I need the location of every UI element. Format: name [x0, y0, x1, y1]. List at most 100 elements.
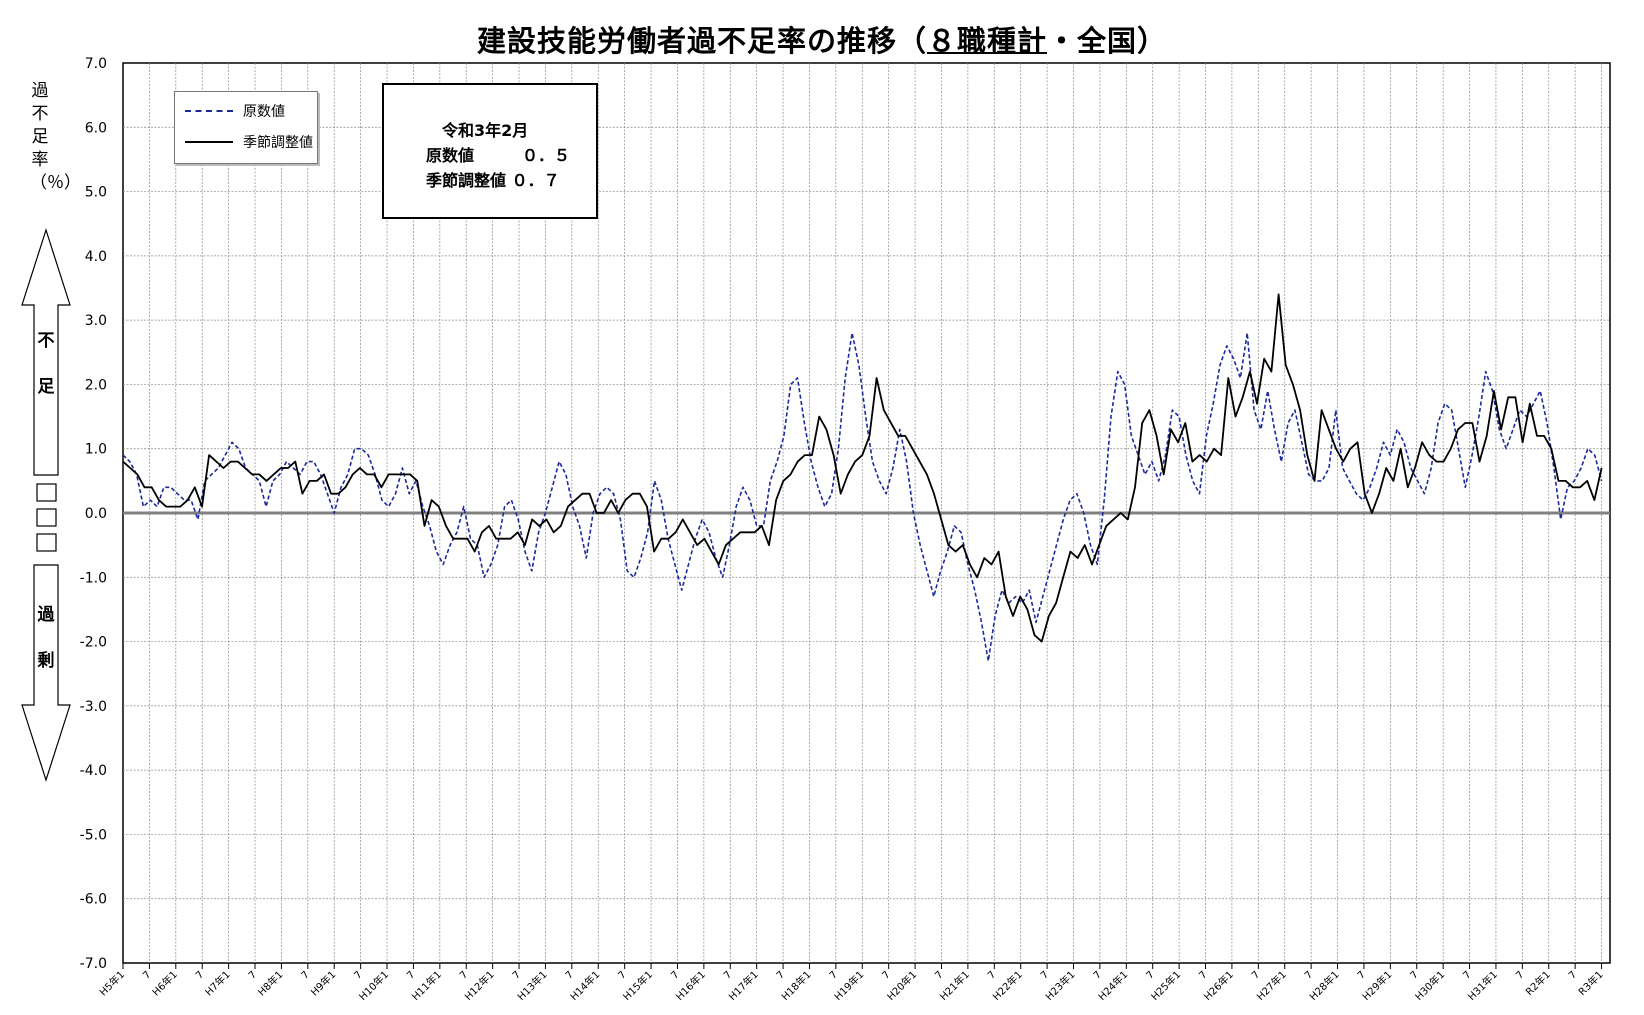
x-tick-label: H30年1: [1412, 968, 1447, 1003]
y-tick-label: -2.0: [80, 635, 107, 651]
x-tick-label: 7: [1409, 969, 1421, 981]
direction-arrows: [21, 228, 71, 782]
x-tick-label: H28年1: [1307, 968, 1342, 1003]
x-tick-label: H24年1: [1095, 968, 1130, 1003]
balance-box-2: [36, 508, 57, 527]
x-tick-label: H6年1: [149, 968, 180, 999]
x-tick-label: 7: [194, 969, 206, 981]
x-tick-label: H17年1: [726, 968, 761, 1003]
title-main: 建設技能労働者過不足率の推移（: [476, 24, 927, 58]
x-tick-label: 7: [141, 969, 153, 981]
x-tick-label: H11年1: [409, 968, 444, 1003]
x-tick-label: H19年1: [831, 968, 866, 1003]
x-tick-label: H12年1: [462, 968, 497, 1003]
legend-swatch-raw: [185, 110, 233, 112]
x-tick-label: 7: [775, 969, 787, 981]
x-tick-label: H5年1: [97, 968, 128, 999]
legend-item-raw: 原数値: [185, 101, 315, 121]
x-tick-label: 7: [881, 969, 893, 981]
x-tick-label: H10年1: [356, 968, 391, 1003]
x-tick-label: H8年1: [255, 968, 286, 999]
legend: 原数値 季節調整値: [174, 91, 318, 164]
chart-title: 建設技能労働者過不足率の推移（８職種計・全国）: [0, 18, 1644, 60]
x-tick-label: 7: [300, 969, 312, 981]
x-tick-label: 7: [1145, 969, 1157, 981]
legend-label-raw: 原数値: [243, 104, 285, 120]
x-tick-label: H16年1: [673, 968, 708, 1003]
x-tick-label: 7: [1092, 969, 1104, 981]
x-tick-label: H13年1: [514, 968, 549, 1003]
x-tick-label: 7: [564, 969, 576, 981]
x-tick-label: 7: [247, 969, 259, 981]
x-tick-label: H21年1: [937, 968, 972, 1003]
x-tick-label: 7: [616, 969, 628, 981]
x-tick-label: 7: [1039, 969, 1051, 981]
x-tick-label: 7: [986, 969, 998, 981]
x-tick-label: R2年1: [1523, 968, 1553, 998]
y-tick-label: -7.0: [80, 956, 107, 972]
x-tick-label: 7: [1461, 969, 1473, 981]
x-tick-label: 7: [1197, 969, 1209, 981]
x-tick-label: 7: [1567, 969, 1579, 981]
title-end: ・全国）: [1047, 24, 1168, 58]
balance-box-3: [36, 533, 57, 552]
series-sa-line: [122, 293, 1603, 643]
y-tick-label: 6.0: [85, 120, 107, 136]
y-tick-label: 2.0: [85, 377, 107, 393]
arrow-up-icon: [21, 228, 71, 476]
x-tick-label: 7: [933, 969, 945, 981]
x-tick-label: H26年1: [1201, 968, 1236, 1003]
legend-item-sa: 季節調整値: [185, 132, 315, 152]
y-tick-label: -1.0: [80, 570, 107, 586]
x-tick-label: H20年1: [884, 968, 919, 1003]
x-tick-label: H23年1: [1043, 968, 1078, 1003]
x-tick-label: R3年1: [1575, 968, 1605, 998]
x-tick-label: 7: [828, 969, 840, 981]
y-tick-label: -6.0: [80, 892, 107, 908]
y-tick-label: 1.0: [85, 442, 107, 458]
x-tick-label: H25年1: [1148, 968, 1183, 1003]
x-tick-label: H29年1: [1359, 968, 1394, 1003]
arrow-down-label: 過剰: [37, 605, 55, 671]
x-tick-label: 7: [405, 969, 417, 981]
x-tick-label: H9年1: [308, 968, 339, 999]
x-tick-label: 7: [1250, 969, 1262, 981]
x-tick-label: 7: [511, 969, 523, 981]
title-underlined: ８職種計: [926, 24, 1047, 58]
x-tick-label: H27年1: [1254, 968, 1289, 1003]
balance-box-1: [36, 483, 57, 502]
y-tick-label: -5.0: [80, 827, 107, 843]
info-raw-value: 原数値 ０．５: [426, 146, 571, 165]
x-tick-label: H18年1: [779, 968, 814, 1003]
x-tick-label: 7: [1303, 969, 1315, 981]
grid-lines: [122, 62, 1611, 969]
y-tick-label: 5.0: [85, 185, 107, 201]
legend-swatch-sa: [185, 141, 233, 143]
y-tick-labels: 7.0 6.0 5.0 4.0 3.0 2.0 1.0 0.0 -1.0 -2.0 -3.0 -4.0…: [80, 56, 107, 972]
y-tick-label: -4.0: [80, 763, 107, 779]
arrow-up-label: 不足: [37, 331, 55, 397]
arrow-down-icon: [21, 564, 71, 782]
y-tick-label: 0.0: [85, 506, 107, 522]
x-tick-label: 7: [669, 969, 681, 981]
x-tick-label: 7: [352, 969, 364, 981]
y-tick-label: 4.0: [85, 249, 107, 265]
x-tick-label: H31年1: [1465, 968, 1500, 1003]
y-axis-label: 過不足率（％）: [30, 81, 81, 193]
data-series: [122, 293, 1603, 662]
latest-value-box: 令和3年2月 原数値 ０．５ 季節調整値 ０．７: [382, 83, 598, 219]
x-tick-label: 7: [722, 969, 734, 981]
y-tick-label: -3.0: [80, 699, 107, 715]
x-tick-label: 7: [1514, 969, 1526, 981]
x-tick-label: H14年1: [567, 968, 602, 1003]
series-raw-line: [122, 332, 1603, 662]
info-date: 令和3年2月: [442, 121, 529, 140]
info-sa-value: 季節調整値 ０．７: [426, 171, 560, 190]
x-tick-label: 7: [458, 969, 470, 981]
x-tick-label: H15年1: [620, 968, 655, 1003]
y-tick-label: 3.0: [85, 313, 107, 329]
legend-label-sa: 季節調整値: [243, 135, 313, 151]
x-tick-label: H22年1: [990, 968, 1025, 1003]
x-tick-label: 7: [1356, 969, 1368, 981]
